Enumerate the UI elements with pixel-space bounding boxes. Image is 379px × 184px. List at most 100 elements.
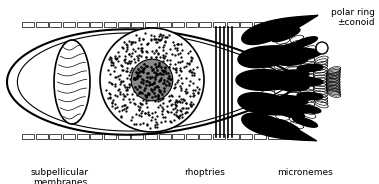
Point bbox=[160, 102, 166, 105]
Point bbox=[142, 66, 148, 69]
Point bbox=[161, 35, 168, 38]
Point bbox=[144, 79, 150, 82]
Point bbox=[135, 68, 141, 70]
Point bbox=[155, 72, 161, 75]
Point bbox=[157, 79, 163, 82]
Point bbox=[128, 118, 134, 121]
Point bbox=[112, 102, 118, 105]
Point bbox=[119, 69, 125, 72]
Point bbox=[124, 47, 130, 50]
Point bbox=[184, 61, 190, 64]
Point bbox=[140, 122, 146, 125]
Point bbox=[147, 76, 153, 79]
Point bbox=[123, 106, 129, 109]
Point bbox=[163, 84, 169, 87]
Point bbox=[174, 101, 180, 104]
Point bbox=[155, 85, 161, 88]
Bar bbox=[240, 134, 252, 139]
Point bbox=[158, 73, 164, 76]
Point bbox=[178, 43, 184, 46]
Point bbox=[167, 77, 173, 80]
Point bbox=[124, 45, 130, 48]
Point bbox=[106, 81, 112, 84]
Point bbox=[149, 89, 155, 92]
Point bbox=[127, 83, 133, 86]
Bar bbox=[158, 134, 171, 139]
Point bbox=[157, 32, 163, 35]
Point bbox=[171, 112, 177, 115]
Point bbox=[161, 81, 167, 84]
Point bbox=[158, 63, 164, 66]
Point bbox=[161, 44, 168, 47]
Point bbox=[175, 43, 181, 46]
Point bbox=[154, 84, 160, 87]
Point bbox=[143, 65, 149, 68]
Point bbox=[158, 73, 164, 76]
Text: subpellicular
membranes: subpellicular membranes bbox=[31, 168, 89, 184]
Point bbox=[165, 71, 171, 74]
Point bbox=[152, 66, 158, 68]
Point bbox=[173, 71, 179, 74]
Point bbox=[134, 55, 140, 58]
Point bbox=[153, 50, 159, 53]
Point bbox=[146, 79, 152, 82]
Point bbox=[188, 59, 194, 62]
Point bbox=[127, 101, 133, 104]
Point bbox=[149, 68, 155, 71]
Point bbox=[157, 62, 163, 65]
Point bbox=[113, 57, 119, 60]
Point bbox=[112, 85, 118, 88]
Point bbox=[136, 85, 142, 88]
Point bbox=[147, 95, 153, 98]
Point bbox=[170, 107, 176, 110]
Point bbox=[120, 68, 126, 71]
Polygon shape bbox=[293, 37, 317, 47]
Point bbox=[138, 109, 144, 112]
Point bbox=[136, 37, 142, 40]
Point bbox=[160, 69, 166, 72]
Point bbox=[112, 83, 118, 86]
Point bbox=[116, 77, 122, 80]
Point bbox=[160, 56, 166, 59]
Point bbox=[172, 69, 179, 72]
Point bbox=[119, 80, 125, 83]
Point bbox=[196, 87, 202, 90]
Point bbox=[147, 77, 153, 80]
Point bbox=[106, 58, 112, 61]
Point bbox=[144, 105, 150, 108]
Point bbox=[155, 51, 161, 54]
Point bbox=[152, 49, 158, 52]
Point bbox=[163, 92, 169, 95]
Point bbox=[153, 72, 160, 75]
Point bbox=[174, 100, 180, 103]
Point bbox=[173, 113, 179, 116]
Point bbox=[113, 93, 119, 96]
Point bbox=[126, 85, 132, 88]
Point bbox=[114, 57, 120, 60]
Point bbox=[153, 71, 159, 74]
Point bbox=[194, 85, 200, 88]
Point bbox=[136, 70, 142, 73]
Point bbox=[186, 84, 193, 86]
Point bbox=[180, 98, 186, 100]
Point bbox=[142, 93, 148, 96]
Point bbox=[141, 66, 147, 69]
Point bbox=[151, 71, 157, 74]
Point bbox=[151, 82, 157, 85]
Point bbox=[175, 78, 181, 81]
Point bbox=[183, 106, 190, 109]
Point bbox=[120, 93, 126, 96]
Point bbox=[157, 89, 163, 92]
Bar bbox=[145, 22, 157, 27]
Point bbox=[164, 59, 170, 62]
Point bbox=[148, 39, 154, 42]
Point bbox=[151, 92, 157, 95]
Point bbox=[148, 86, 154, 89]
Point bbox=[124, 106, 130, 109]
Point bbox=[152, 37, 158, 40]
Text: rhoptries: rhoptries bbox=[185, 168, 226, 177]
Point bbox=[134, 93, 140, 96]
Point bbox=[188, 104, 194, 107]
Point bbox=[157, 38, 163, 41]
Point bbox=[152, 125, 158, 128]
